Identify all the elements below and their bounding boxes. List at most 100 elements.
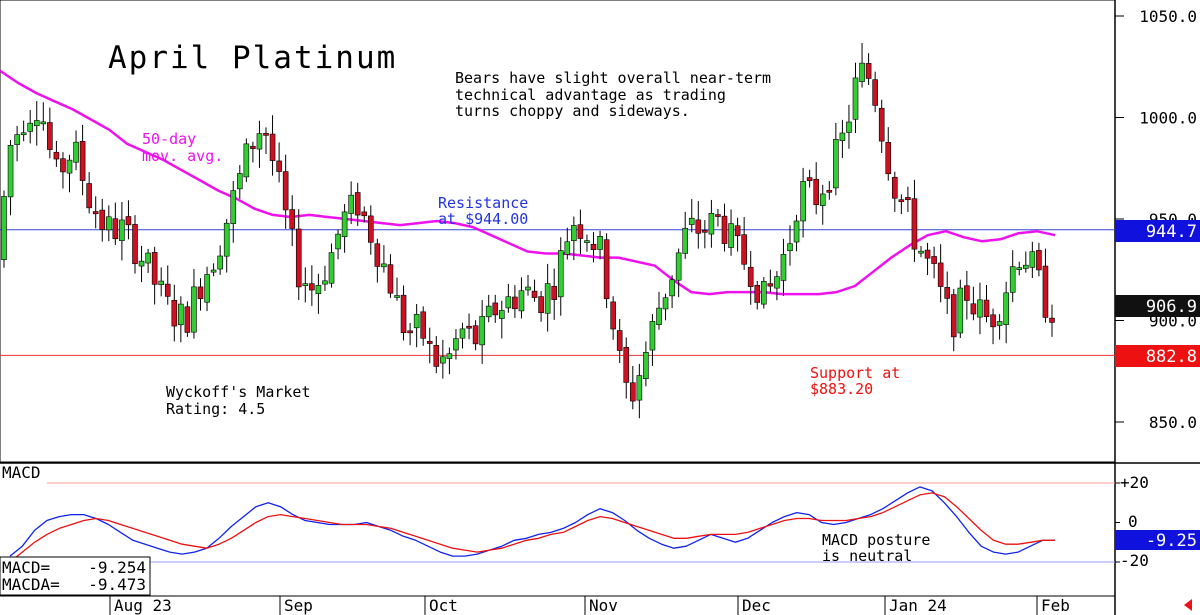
candle-up bbox=[1, 196, 7, 260]
scroll-left-arrow-icon[interactable] bbox=[1184, 599, 1192, 611]
candle-up bbox=[341, 211, 348, 237]
candle-down bbox=[466, 325, 472, 329]
candle-up bbox=[217, 255, 223, 270]
candle-down bbox=[950, 294, 957, 338]
candle-up bbox=[662, 297, 669, 310]
commentary-line-3: turns choppy and sideways. bbox=[455, 102, 690, 120]
macd-posture-line-1: MACD posture bbox=[822, 531, 930, 549]
candle-down bbox=[616, 330, 623, 351]
candle-up bbox=[413, 313, 420, 329]
macd-layer bbox=[9, 486, 1055, 563]
candle-down bbox=[924, 249, 931, 259]
date-tick-label: Dec bbox=[742, 596, 771, 615]
candle-up bbox=[322, 280, 328, 285]
candle-down bbox=[623, 347, 630, 383]
candle-up bbox=[158, 280, 164, 285]
candle-down bbox=[426, 340, 433, 344]
candle-down bbox=[603, 239, 610, 300]
macd-panel-title: MACD bbox=[2, 463, 41, 482]
support-tag: 882.8 bbox=[1146, 347, 1197, 367]
candle-up bbox=[1016, 267, 1023, 270]
candle-down bbox=[125, 216, 132, 226]
candle-down bbox=[983, 299, 990, 318]
candle-down bbox=[132, 224, 138, 265]
candle-down bbox=[1036, 250, 1042, 271]
date-tick-label: Oct bbox=[429, 596, 458, 615]
candle-up bbox=[846, 121, 852, 133]
candle-up bbox=[557, 250, 564, 298]
macd-tag: -9.25 bbox=[1146, 531, 1197, 551]
candle-down bbox=[944, 287, 951, 299]
price-tick-label: 1050.0 bbox=[1139, 7, 1197, 26]
ma-50-line bbox=[0, 69, 1056, 296]
candle-up bbox=[7, 145, 14, 198]
candle-down bbox=[885, 142, 892, 175]
candle-up bbox=[14, 134, 20, 145]
candle-down bbox=[184, 306, 191, 333]
candle-down bbox=[512, 296, 518, 310]
candle-up bbox=[394, 295, 400, 298]
last-price-tag: 906.9 bbox=[1146, 297, 1197, 317]
candle-down bbox=[354, 192, 361, 216]
chart-title: April Platinum bbox=[108, 40, 397, 76]
date-tick-label: Feb bbox=[1041, 596, 1070, 615]
candle-up bbox=[459, 328, 466, 339]
candle-down bbox=[878, 107, 885, 142]
candle-up bbox=[315, 285, 322, 295]
candle-down bbox=[551, 285, 558, 300]
ma-label-line-1: 50-day bbox=[142, 130, 196, 148]
candle-down bbox=[309, 283, 315, 291]
candle-up bbox=[348, 194, 354, 214]
ma-label-line-2: mov. avg. bbox=[142, 147, 223, 165]
candle-up bbox=[381, 263, 387, 268]
candle-down bbox=[964, 285, 970, 301]
macda-readout-label: MACDA= bbox=[2, 575, 60, 594]
candle-down bbox=[387, 264, 394, 294]
candle-down bbox=[1042, 265, 1049, 318]
candle-down bbox=[891, 176, 898, 199]
candle-down bbox=[538, 296, 544, 314]
candle-up bbox=[819, 193, 826, 206]
date-axis: Aug 23 Sep Oct Nov Dec Jan 24 Feb bbox=[109, 596, 1070, 615]
candle-up bbox=[223, 222, 230, 257]
candle-down bbox=[472, 325, 479, 345]
candle-up bbox=[669, 279, 675, 297]
candle-up bbox=[584, 240, 590, 243]
candle-down bbox=[433, 345, 440, 367]
candle-up bbox=[760, 281, 767, 305]
candle-down bbox=[112, 218, 119, 240]
candle-down bbox=[289, 209, 296, 229]
macd-tick-zero: 0 bbox=[1128, 512, 1138, 531]
candle-down bbox=[590, 243, 597, 251]
candle-up bbox=[66, 159, 73, 174]
candle-down bbox=[898, 199, 905, 202]
candle-down bbox=[931, 256, 937, 264]
candle-up bbox=[800, 181, 806, 222]
candle-down bbox=[937, 262, 944, 287]
candle-up bbox=[859, 62, 865, 82]
candle-up bbox=[440, 356, 446, 364]
candle-up bbox=[774, 276, 780, 289]
candle-down bbox=[400, 294, 407, 333]
candle-up bbox=[518, 290, 525, 312]
macd-readout-value: -9.254 bbox=[88, 558, 146, 577]
candle-down bbox=[577, 224, 584, 239]
candle-up bbox=[977, 299, 983, 318]
candle-down bbox=[872, 79, 878, 106]
candle-up bbox=[40, 121, 47, 125]
candle-up bbox=[210, 269, 217, 273]
candle-down bbox=[741, 234, 747, 265]
candle-down bbox=[420, 311, 427, 339]
candle-up bbox=[119, 219, 125, 241]
candle-up bbox=[328, 252, 335, 284]
candle-up bbox=[996, 321, 1003, 326]
macd-posture-line-2: is neutral bbox=[822, 547, 912, 565]
candle-down bbox=[715, 214, 721, 217]
candle-up bbox=[957, 287, 964, 334]
candle-down bbox=[282, 171, 289, 211]
candle-down bbox=[911, 198, 918, 250]
candle-up bbox=[728, 223, 734, 248]
rating-label-line-1: Wyckoff's Market bbox=[166, 383, 311, 401]
candle-down bbox=[492, 302, 499, 316]
candle-up bbox=[597, 236, 603, 250]
